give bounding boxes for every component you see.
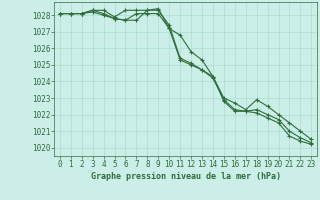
X-axis label: Graphe pression niveau de la mer (hPa): Graphe pression niveau de la mer (hPa) (91, 172, 281, 181)
